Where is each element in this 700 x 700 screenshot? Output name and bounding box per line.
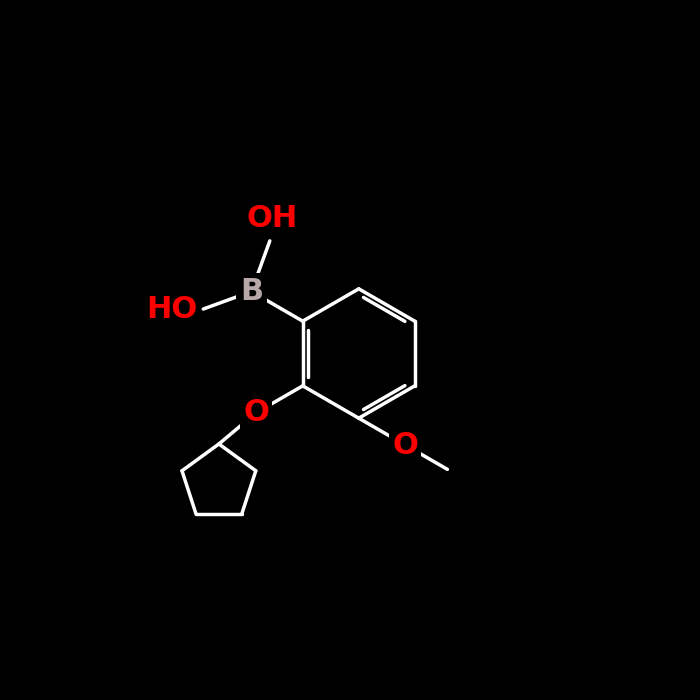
- Text: O: O: [393, 430, 419, 460]
- Text: B: B: [240, 277, 263, 306]
- Text: O: O: [243, 398, 269, 427]
- Text: HO: HO: [146, 295, 198, 323]
- Text: OH: OH: [247, 204, 298, 233]
